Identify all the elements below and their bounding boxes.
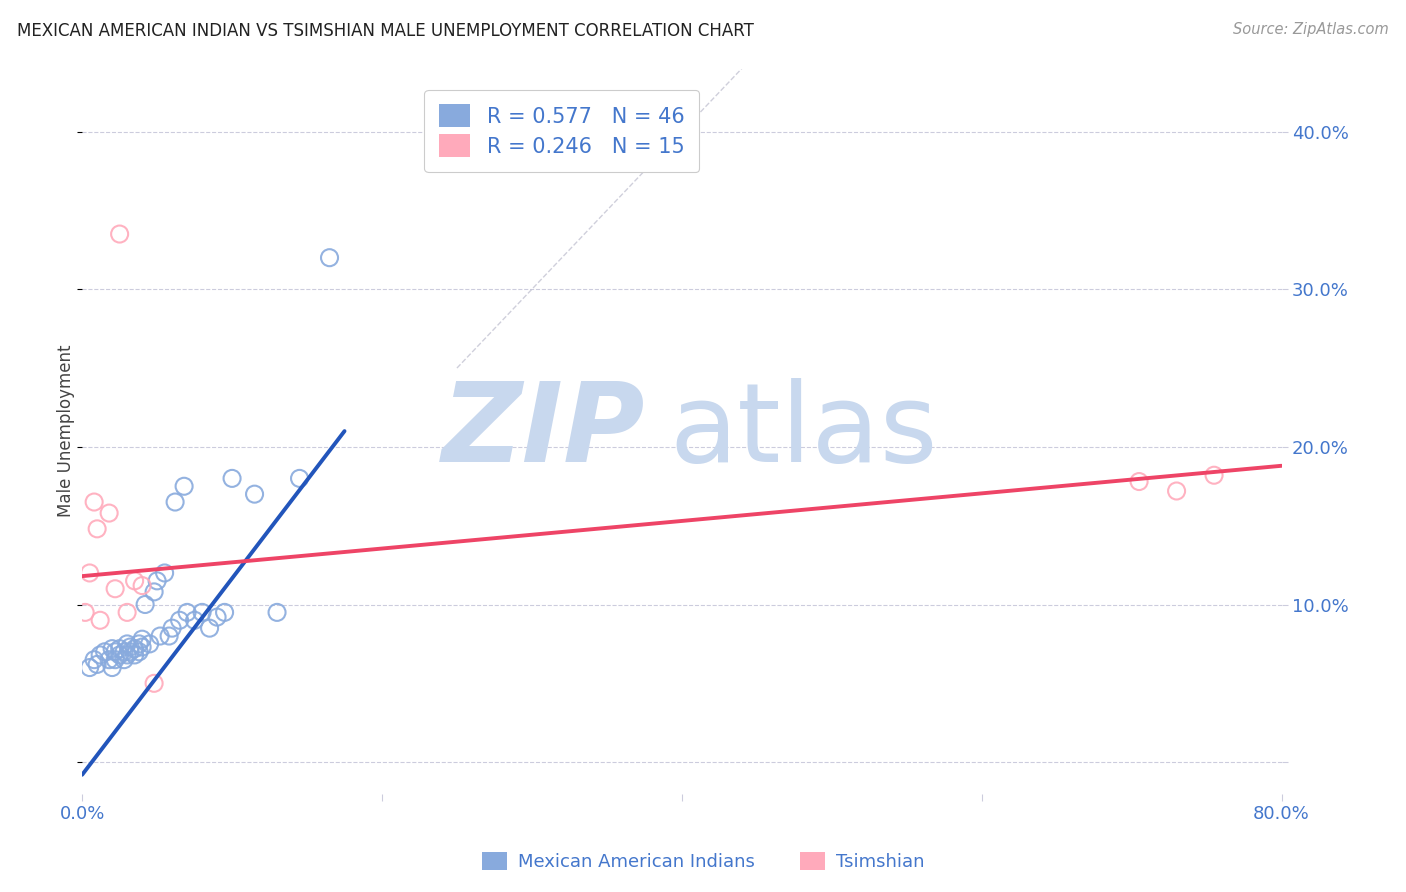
Text: atlas: atlas xyxy=(669,377,938,484)
Point xyxy=(104,653,127,667)
Point xyxy=(115,637,138,651)
Point xyxy=(128,637,150,651)
Point xyxy=(86,657,108,672)
Point xyxy=(221,471,243,485)
Point xyxy=(160,621,183,635)
Point xyxy=(124,648,146,662)
Point xyxy=(128,645,150,659)
Point xyxy=(86,522,108,536)
Point xyxy=(138,637,160,651)
Point xyxy=(176,606,198,620)
Point xyxy=(108,227,131,241)
Point xyxy=(243,487,266,501)
Point xyxy=(143,585,166,599)
Point xyxy=(146,574,169,588)
Point xyxy=(120,645,142,659)
Point xyxy=(131,640,153,654)
Point xyxy=(214,606,236,620)
Point xyxy=(149,629,172,643)
Text: Source: ZipAtlas.com: Source: ZipAtlas.com xyxy=(1233,22,1389,37)
Point xyxy=(157,629,180,643)
Text: MEXICAN AMERICAN INDIAN VS TSIMSHIAN MALE UNEMPLOYMENT CORRELATION CHART: MEXICAN AMERICAN INDIAN VS TSIMSHIAN MAL… xyxy=(17,22,754,40)
Point xyxy=(83,495,105,509)
Point xyxy=(124,574,146,588)
Point xyxy=(108,641,131,656)
Point xyxy=(112,645,135,659)
Point xyxy=(131,632,153,647)
Point xyxy=(75,606,97,620)
Point xyxy=(153,566,176,580)
Point xyxy=(143,676,166,690)
Point xyxy=(108,648,131,662)
Point xyxy=(318,251,340,265)
Point xyxy=(98,506,121,520)
Point xyxy=(93,645,115,659)
Point xyxy=(165,495,187,509)
Point xyxy=(79,660,101,674)
Point xyxy=(1202,468,1225,483)
Point xyxy=(101,660,124,674)
Point xyxy=(89,648,111,662)
Point xyxy=(191,606,214,620)
Point xyxy=(266,606,288,620)
Point xyxy=(120,640,142,654)
Point xyxy=(173,479,195,493)
Point xyxy=(112,653,135,667)
Legend: R = 0.577   N = 46, R = 0.246   N = 15: R = 0.577 N = 46, R = 0.246 N = 15 xyxy=(425,90,699,171)
Point xyxy=(205,610,228,624)
Point xyxy=(124,641,146,656)
Point xyxy=(98,653,121,667)
Point xyxy=(288,471,311,485)
Legend: Mexican American Indians, Tsimshian: Mexican American Indians, Tsimshian xyxy=(474,845,932,879)
Point xyxy=(1166,483,1188,498)
Point xyxy=(131,578,153,592)
Point xyxy=(198,621,221,635)
Y-axis label: Male Unemployment: Male Unemployment xyxy=(58,345,75,517)
Point xyxy=(115,648,138,662)
Point xyxy=(115,606,138,620)
Point xyxy=(83,653,105,667)
Point xyxy=(1128,475,1150,489)
Point xyxy=(89,613,111,627)
Text: ZIP: ZIP xyxy=(443,377,645,484)
Point xyxy=(104,582,127,596)
Point xyxy=(169,613,191,627)
Point xyxy=(79,566,101,580)
Point xyxy=(134,598,156,612)
Point xyxy=(101,641,124,656)
Point xyxy=(183,613,205,627)
Point xyxy=(104,645,127,659)
